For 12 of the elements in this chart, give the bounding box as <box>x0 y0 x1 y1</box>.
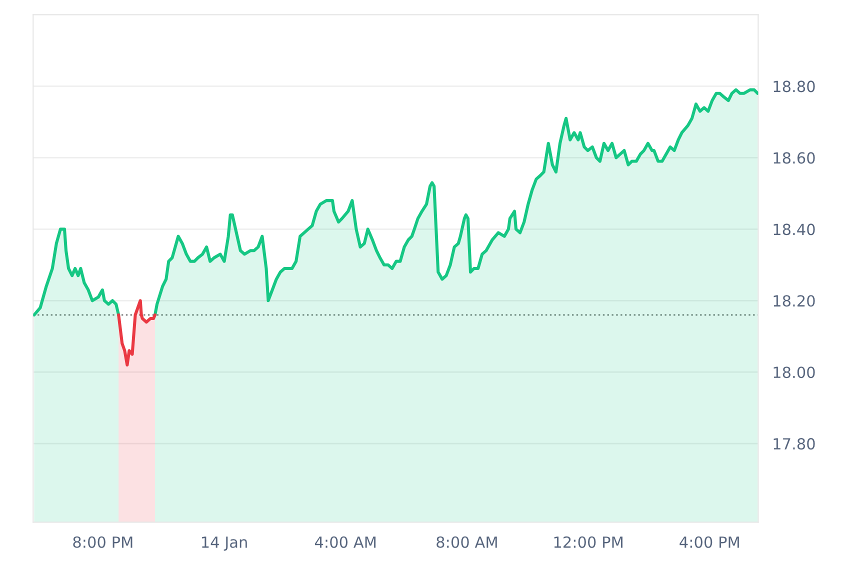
x-tick-label: 8:00 AM <box>436 536 497 548</box>
y-tick-label: 18.40 <box>774 224 815 236</box>
y-tick-label: 18.60 <box>774 152 815 164</box>
x-tick-label: 4:00 AM <box>314 536 376 548</box>
x-tick-label: 12:00 PM <box>554 536 622 548</box>
x-tick-label: 14 Jan <box>202 536 247 551</box>
y-tick-label: 18.00 <box>774 366 815 378</box>
y-tick-label: 18.20 <box>774 295 815 307</box>
x-tick-label: 4:00 PM <box>680 536 739 548</box>
x-tick-label: 8:00 PM <box>73 536 132 548</box>
y-tick-label: 18.80 <box>774 80 815 92</box>
y-tick-label: 17.80 <box>774 438 815 450</box>
